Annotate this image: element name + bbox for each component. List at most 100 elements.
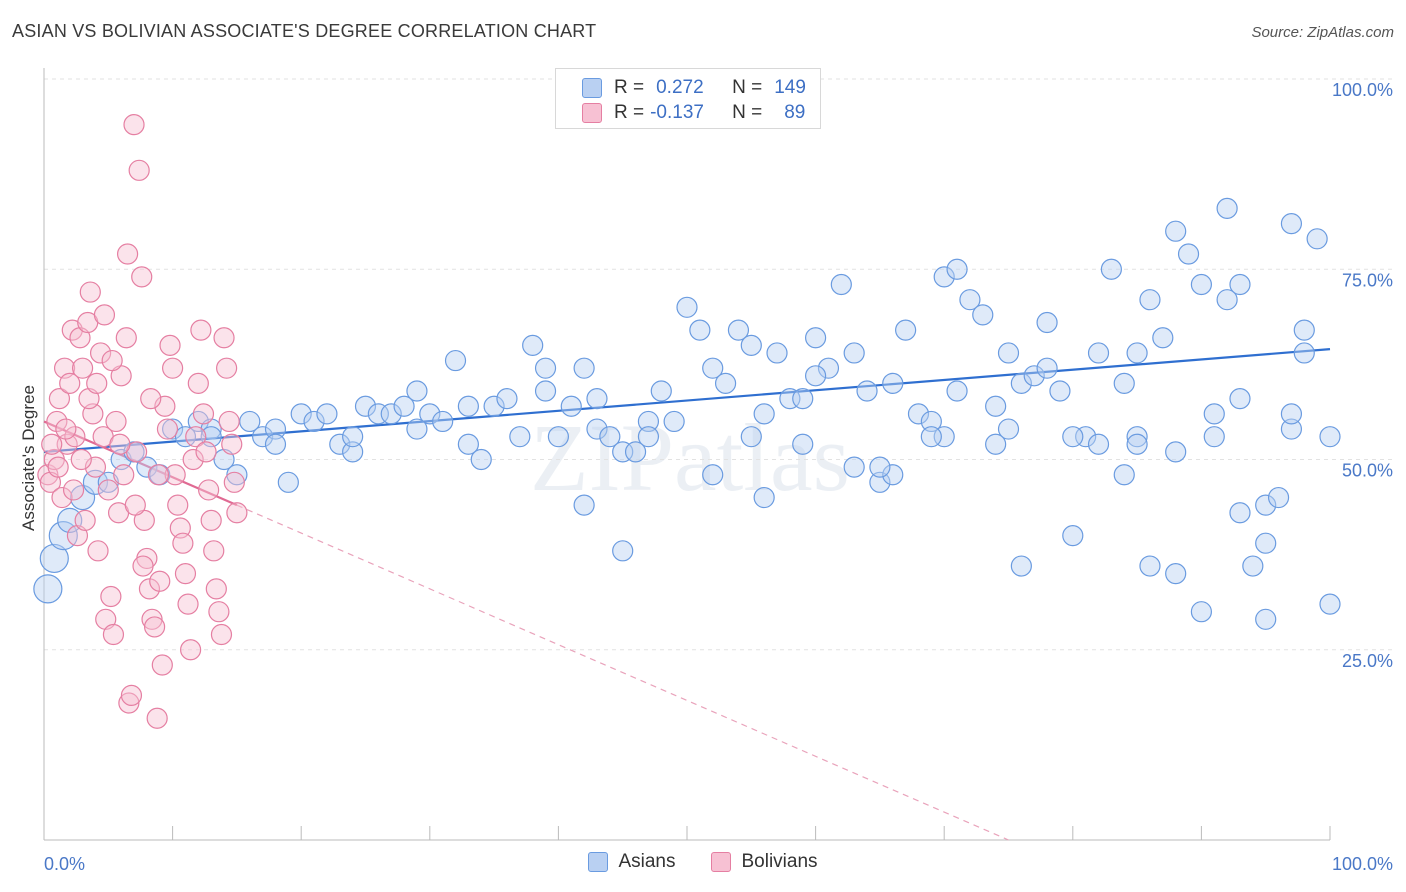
bolivians-point (55, 418, 77, 440)
bolivians-point (182, 448, 204, 471)
asians-point (920, 410, 942, 433)
asians-point (766, 342, 788, 364)
series-swatch-asians (588, 852, 609, 872)
bolivians-point (74, 509, 96, 531)
asians-point (1139, 289, 1161, 311)
asians-point (522, 334, 544, 356)
asians-point (1280, 403, 1303, 425)
asians-point (869, 456, 891, 478)
asians-point (959, 289, 981, 311)
asians-point (457, 433, 479, 455)
bolivians-point (174, 563, 197, 585)
asians-point (1113, 372, 1135, 394)
asians-point (1036, 357, 1058, 379)
bolivians-point (128, 159, 150, 181)
asians-point (573, 357, 595, 379)
bolivians-point (146, 707, 168, 729)
bolivians-point (87, 540, 109, 562)
bolivians-point (177, 593, 199, 615)
bolivians-point (208, 601, 230, 623)
legend-n-label: N = (732, 102, 763, 123)
legend-swatch-bolivians (582, 103, 602, 123)
asians-point (1062, 426, 1084, 448)
y-tick-label: 75.0% (1342, 270, 1393, 290)
asians-point (920, 426, 942, 448)
asians-point (804, 365, 827, 387)
bolivians-point (187, 372, 209, 394)
bolivians-point (115, 327, 137, 349)
asians-point (329, 433, 351, 455)
asians-point (624, 441, 647, 463)
asians-point (1165, 563, 1187, 585)
bolivians-point (102, 623, 125, 646)
asians-point (1113, 464, 1135, 486)
correlation-legend: R = 0.272 N = 149 R = -0.137 N = 89 (555, 68, 821, 129)
asians-point (882, 464, 904, 486)
asians-point (997, 342, 1020, 364)
asians-point (753, 486, 775, 509)
asians-point (226, 464, 248, 486)
asians-point (483, 395, 505, 417)
bolivians-point (105, 410, 127, 433)
series-legend-asians[interactable]: Asians (588, 851, 675, 873)
bolivians-point (124, 494, 146, 516)
legend-n-label: N = (732, 77, 763, 98)
asians-point (1126, 426, 1148, 448)
bolivians-point (167, 494, 189, 516)
asians-point (136, 456, 158, 478)
asians-point (843, 456, 865, 478)
bolivians-point (223, 471, 245, 493)
bolivians-point (140, 388, 162, 410)
asians-point (792, 388, 814, 410)
asians-point (740, 426, 762, 448)
asians-point (985, 395, 1007, 417)
asians-point (650, 380, 672, 402)
asians-point (252, 426, 274, 448)
asians-point (1229, 388, 1251, 410)
asians-point (843, 342, 865, 364)
bolivians-point (162, 357, 184, 379)
asians-point (985, 433, 1007, 455)
asians-point (997, 418, 1020, 440)
bolivians-point (61, 319, 83, 341)
bolivians-trend-line (43, 420, 238, 507)
bolivians-point (93, 304, 116, 326)
bolivians-point (151, 654, 173, 676)
asians-point (637, 410, 660, 433)
asians-point (882, 372, 904, 394)
bolivians-point (86, 372, 108, 394)
x-tick-label: 100.0% (1332, 854, 1393, 874)
asians-point (792, 433, 814, 455)
asians-point (586, 418, 608, 440)
bolivians-point (216, 357, 238, 379)
legend-row-bolivians: R = -0.137 N = 89 (582, 101, 805, 125)
asians-point (972, 304, 994, 326)
asians-point (689, 319, 711, 341)
asians-point (457, 395, 479, 417)
asians-point (1319, 426, 1341, 448)
asians-point (419, 403, 441, 425)
bolivians-point (41, 433, 63, 455)
bolivians-point (226, 502, 248, 524)
bolivians-point (46, 410, 68, 433)
source-label: Source: ZipAtlas.com (1251, 24, 1394, 41)
bolivians-point (56, 433, 78, 455)
watermark: ZIPatlas (530, 404, 850, 511)
asians-point (714, 372, 737, 394)
asians-point (354, 395, 377, 417)
asians-point (342, 426, 364, 448)
bolivians-point (213, 327, 235, 349)
asians-point (1023, 365, 1045, 387)
bolivians-point (205, 578, 227, 600)
asians-point (82, 469, 109, 495)
asians-point (946, 380, 968, 402)
asians-point (612, 540, 634, 562)
series-legend-bolivians[interactable]: Bolivians (711, 851, 818, 873)
y-tick-label: 100.0% (1332, 80, 1393, 100)
asians-point (702, 357, 724, 379)
asians-point (1255, 532, 1277, 554)
bolivians-point (192, 403, 215, 425)
asians-point (1190, 273, 1213, 296)
bolivians-point (51, 486, 73, 509)
